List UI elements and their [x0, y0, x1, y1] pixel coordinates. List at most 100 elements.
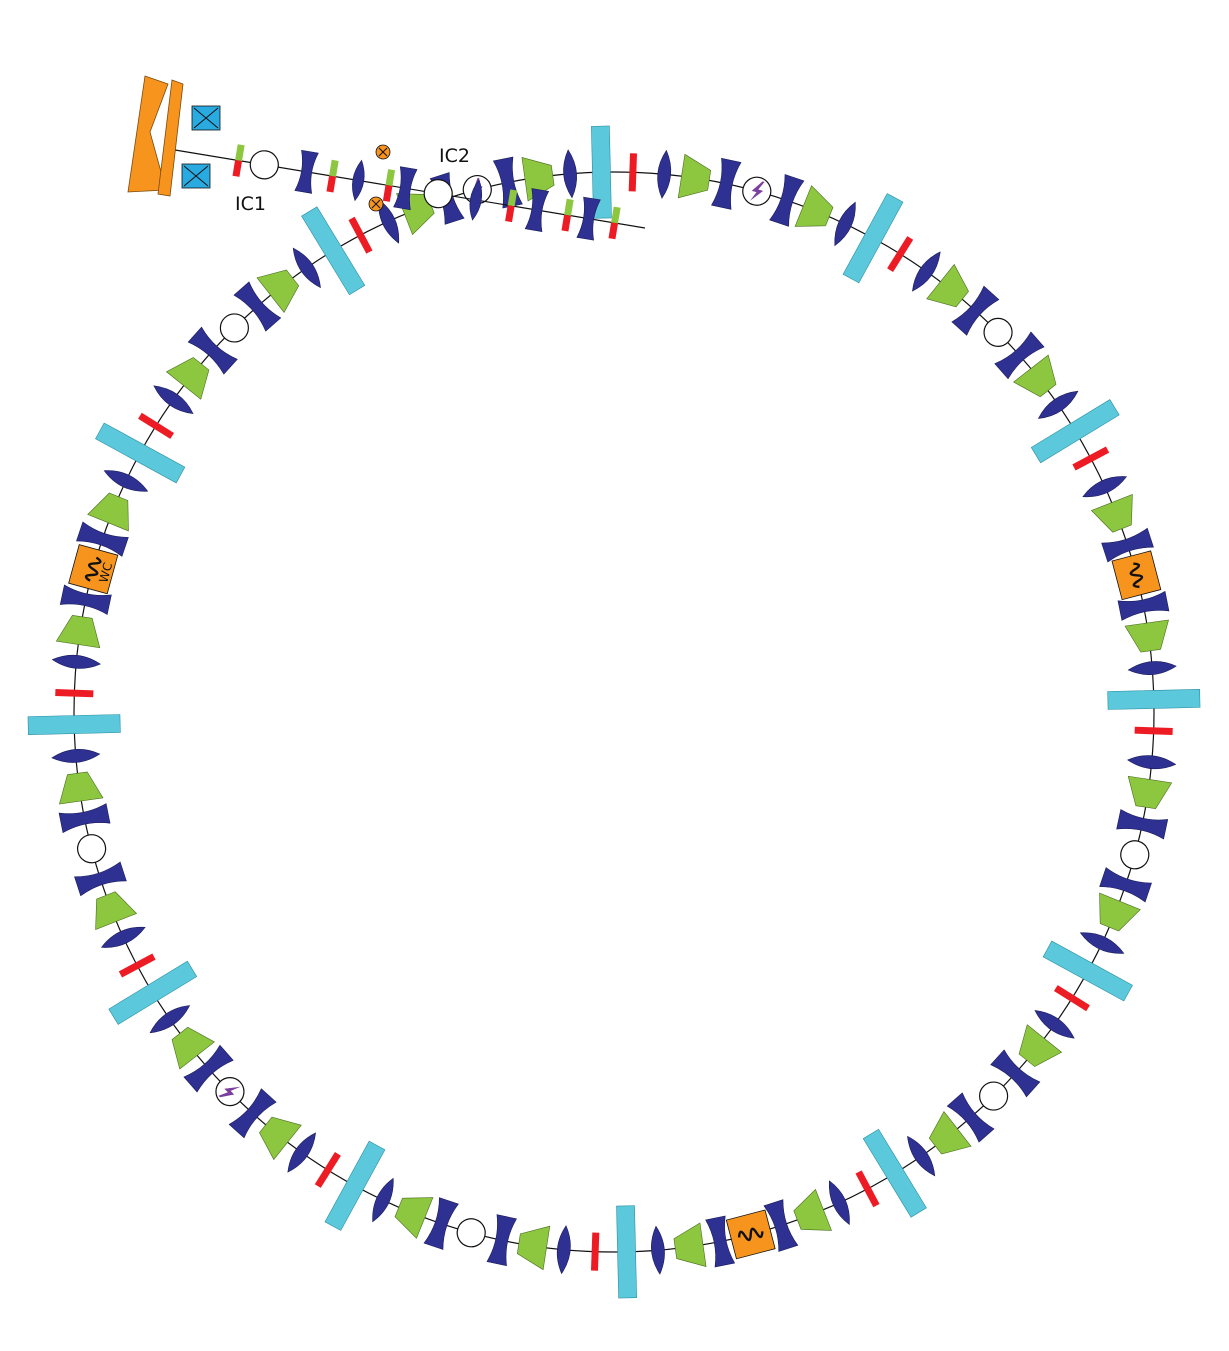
defocusing-quad-icon: [576, 196, 601, 241]
ring-element: [742, 176, 772, 206]
dipole-icon: [793, 1188, 832, 1231]
ring-element: [324, 1140, 386, 1231]
ring-element: [793, 1188, 832, 1231]
ring-element: [100, 926, 146, 948]
ring-element: [912, 251, 941, 292]
dipole-icon: [928, 1111, 972, 1155]
ring-element: [591, 125, 612, 219]
ring-element: [928, 1111, 972, 1155]
wiggler-coil-icon: [1129, 562, 1144, 589]
monitor-icon: [1120, 840, 1150, 870]
wiggler-tag: WC: [96, 561, 115, 584]
focusing-quad-icon: [51, 749, 101, 763]
defocusing-quad-icon: [228, 1088, 277, 1139]
defocusing-quad-icon: [1116, 809, 1169, 840]
rf-cavity-icon: [750, 181, 765, 201]
ring-element: [990, 1049, 1041, 1098]
ring-element: [769, 174, 805, 227]
ring-element: [1079, 932, 1125, 954]
ring-element: [1101, 527, 1154, 563]
dipole-icon: [794, 185, 834, 227]
corrector-icon: [382, 184, 393, 202]
corrector-icon: [561, 214, 572, 232]
monitor-icon: [249, 150, 279, 180]
focusing-quad-icon: [651, 1225, 665, 1275]
ring-element: [394, 1197, 434, 1239]
ic1-label: IC1: [235, 193, 266, 215]
focusing-quad-icon: [1079, 932, 1125, 954]
kicker-icon: [108, 960, 198, 1025]
ring-element: [556, 1225, 571, 1275]
ring-element: [711, 157, 742, 210]
focusing-quad-icon: [834, 201, 856, 247]
ring-element: [76, 834, 107, 864]
defocusing-quad-icon: [233, 281, 282, 332]
focusing-quad-icon: [469, 179, 483, 221]
corrector-icon: [55, 688, 94, 698]
injection-element: [249, 150, 279, 180]
injection-element: [524, 188, 550, 232]
kicker-icon: [1030, 399, 1120, 464]
dipole-icon: [507, 189, 518, 207]
focusing-quad-icon: [100, 926, 146, 948]
ring-element: [287, 1132, 316, 1173]
ring-element: [95, 891, 138, 930]
wiggler-coil-icon: [84, 556, 102, 582]
ring-element: [51, 749, 101, 763]
kicker-icon: [95, 422, 186, 484]
ring-element: [979, 1081, 1009, 1111]
kicker-icon: [1042, 940, 1133, 1002]
dipole-icon: [1013, 354, 1057, 398]
ring-element: [486, 1214, 517, 1267]
dipole-icon: [1099, 892, 1141, 932]
ring-element: [103, 470, 149, 492]
dipole-icon: [171, 1026, 215, 1070]
ring-element: [521, 157, 555, 202]
solenoid-cross-icon: [193, 107, 219, 129]
ring-element: [27, 714, 121, 735]
corrector-icon: [1072, 446, 1110, 471]
ring-element: [1018, 1024, 1063, 1067]
dipole-icon: [329, 159, 339, 177]
ring-element: [946, 1092, 995, 1143]
ring-element: [1107, 689, 1201, 710]
ring-element: [1127, 661, 1177, 675]
focusing-quad-icon: [563, 149, 577, 199]
defocusing-quad-icon: [769, 174, 805, 227]
ring-element: WC: [68, 544, 119, 595]
focusing-quad-icon: [1037, 390, 1079, 419]
kicker-icon: [324, 1140, 386, 1231]
ring-element: [794, 185, 834, 227]
ring-element: [828, 1180, 850, 1226]
ring-element: [628, 153, 638, 192]
ring-element: [314, 1151, 341, 1188]
injection-element: [505, 189, 518, 223]
defocusing-quad-icon: [705, 1215, 736, 1268]
ring-element: [1117, 590, 1170, 621]
corrector-icon: [118, 953, 156, 978]
ring-element: [74, 861, 127, 897]
injection-element: [469, 179, 483, 221]
corrector-icon: [326, 175, 337, 193]
injection-element: [576, 196, 601, 241]
ring-element: [372, 1177, 394, 1223]
ring-element: [887, 236, 914, 273]
dipole-icon: [516, 1225, 551, 1271]
ring-element: [118, 953, 156, 978]
solenoid-cross-icon: [183, 165, 209, 187]
defocusing-quad-icon: [711, 157, 742, 210]
ring-element: [259, 1116, 302, 1161]
ring-element: [763, 1199, 799, 1252]
defocusing-quad-icon: [990, 1049, 1041, 1098]
ring-element: [59, 584, 112, 615]
ring-element: [219, 313, 249, 343]
injection-element: [608, 206, 621, 240]
ring-element: [95, 422, 186, 484]
focusing-quad-icon: [149, 1005, 191, 1034]
injection-line: [127, 75, 646, 241]
defocusing-quad-icon: [74, 861, 127, 897]
defocusing-quad-icon: [59, 584, 112, 615]
focusing-quad-icon: [1127, 661, 1177, 675]
defocusing-quad-icon: [393, 166, 418, 211]
steerer-cross-icon: [371, 199, 381, 209]
